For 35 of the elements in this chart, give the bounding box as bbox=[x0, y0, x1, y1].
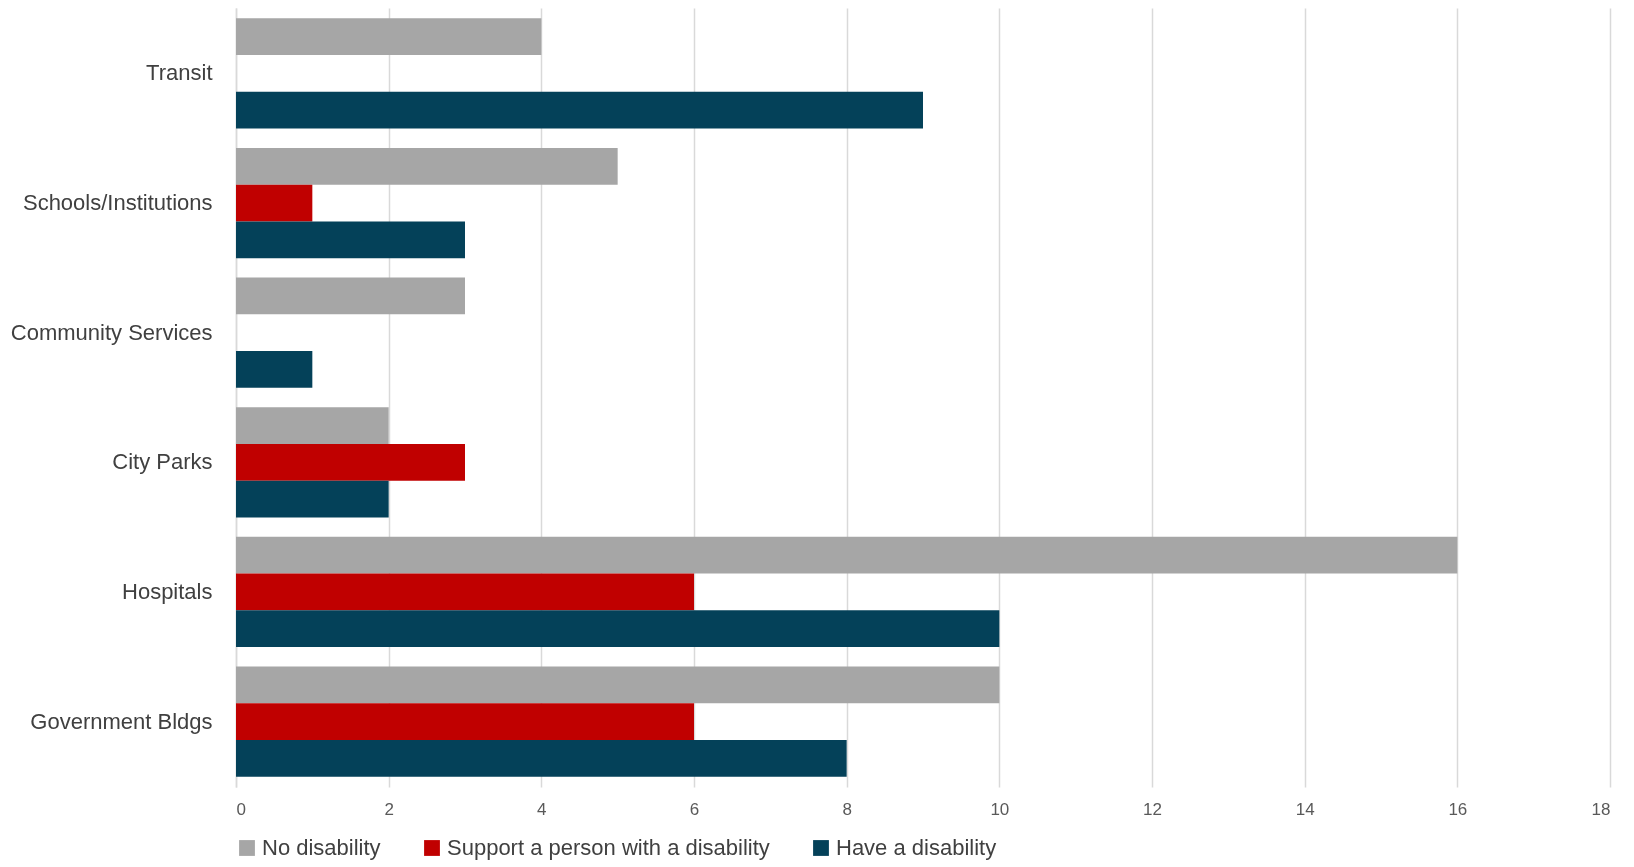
bar bbox=[236, 221, 465, 259]
bar bbox=[236, 18, 542, 56]
y-tick-label: Community Services bbox=[10, 319, 213, 345]
y-tick-label: Transit bbox=[146, 60, 213, 86]
x-tick-label: 0 bbox=[236, 799, 246, 819]
x-tick-label: 16 bbox=[1448, 799, 1468, 819]
x-tick-label: 18 bbox=[1591, 799, 1611, 819]
bar bbox=[236, 480, 389, 518]
bar bbox=[236, 277, 465, 315]
bar bbox=[236, 536, 1458, 574]
bar bbox=[236, 91, 923, 129]
x-tick-label: 12 bbox=[1143, 799, 1162, 819]
legend-label: Have a disability bbox=[836, 835, 997, 860]
y-tick-label: Government Bldgs bbox=[30, 708, 213, 734]
y-tick-label: Hospitals bbox=[122, 578, 213, 604]
bar bbox=[236, 443, 465, 481]
bar bbox=[236, 184, 313, 222]
bar bbox=[236, 147, 618, 185]
x-tick-label: 4 bbox=[537, 799, 547, 819]
y-tick-label: City Parks bbox=[112, 449, 213, 475]
bar bbox=[236, 407, 389, 444]
y-tick-label: Schools/Institutions bbox=[22, 190, 213, 216]
x-tick-label: 10 bbox=[990, 799, 1010, 819]
x-tick-label: 2 bbox=[384, 799, 394, 819]
legend-label: Support a person with a disability bbox=[447, 835, 770, 860]
bar bbox=[236, 739, 847, 777]
x-tick-label: 8 bbox=[842, 799, 852, 819]
bar bbox=[236, 351, 313, 388]
legend-label: No disability bbox=[262, 835, 381, 860]
bar bbox=[236, 610, 1000, 648]
x-tick-label: 14 bbox=[1295, 799, 1315, 819]
x-tick-label: 6 bbox=[689, 799, 700, 819]
bar bbox=[236, 666, 1000, 704]
bar bbox=[236, 573, 694, 611]
bar bbox=[236, 703, 694, 740]
